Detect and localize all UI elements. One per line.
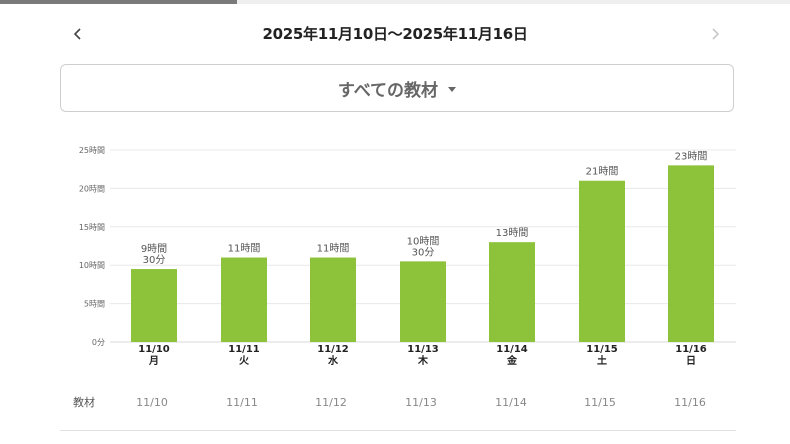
- table-cell: 11/10: [136, 396, 168, 409]
- material-row-label: 教材: [73, 396, 95, 409]
- table-cell: 11/12: [315, 396, 347, 409]
- caret-down-icon: [448, 86, 457, 92]
- y-tick-label: 15時間: [79, 223, 105, 232]
- y-tick-label: 25時間: [79, 146, 105, 155]
- table-cell: 11/11: [226, 396, 258, 409]
- y-tick-label: 5時間: [84, 300, 105, 309]
- x-tick-date: 11/12: [317, 344, 349, 355]
- y-tick-label: 20時間: [79, 184, 105, 193]
- x-tick-day: 木: [417, 354, 429, 367]
- data-label: 13時間: [496, 227, 529, 239]
- x-tick-day: 日: [686, 355, 696, 367]
- progress-bar-fill: [0, 0, 237, 4]
- date-range-title: 2025年11月10日〜2025年11月16日: [262, 25, 528, 43]
- x-tick-date: 11/14: [496, 344, 528, 355]
- data-label: 11時間: [317, 243, 350, 255]
- x-tick-date: 11/16: [675, 344, 707, 355]
- previous-week-button[interactable]: [66, 22, 90, 46]
- data-label: 23時間: [675, 150, 708, 162]
- progress-bar: [0, 0, 790, 4]
- x-tick-day: 火: [239, 355, 250, 367]
- data-label: 10時間: [407, 235, 440, 247]
- bar: [131, 269, 177, 342]
- bar: [221, 257, 267, 342]
- chevron-right-icon: [712, 28, 720, 40]
- x-tick-date: 11/10: [138, 344, 170, 355]
- material-filter-dropdown[interactable]: すべての教材: [60, 64, 734, 112]
- table-cell: 11/15: [584, 396, 616, 409]
- y-tick-label: 0分: [92, 338, 105, 347]
- table-cell: 11/13: [405, 396, 437, 409]
- material-table-row: 教材 11/10 11/11 11/12 11/13 11/14 11/15 1…: [60, 392, 736, 414]
- x-tick-date: 11/11: [228, 344, 260, 355]
- data-label: 21時間: [586, 166, 619, 178]
- x-tick-day: 金: [506, 354, 518, 367]
- x-tick-date: 11/13: [407, 344, 439, 355]
- x-tick-day: 水: [327, 354, 339, 367]
- x-tick-date: 11/15: [586, 344, 618, 355]
- x-tick-day: 土: [597, 354, 607, 367]
- table-cell: 11/16: [674, 396, 706, 409]
- chevron-left-icon: [73, 28, 81, 40]
- table-divider: [60, 430, 736, 431]
- material-filter-label: すべての教材: [337, 80, 439, 101]
- y-tick-label: 10時間: [79, 261, 105, 270]
- x-tick-day: 月: [148, 355, 159, 367]
- data-label: 30分: [143, 254, 166, 266]
- data-label: 9時間: [141, 243, 167, 255]
- table-cell: 11/14: [495, 396, 527, 409]
- bar: [579, 180, 625, 342]
- next-week-button[interactable]: [703, 22, 727, 46]
- data-label: 11時間: [228, 243, 261, 255]
- bar: [489, 242, 535, 342]
- study-time-bar-chart: 0分5時間10時間15時間20時間25時間9時間30分11/10月11時間11/…: [79, 146, 736, 367]
- bar: [310, 257, 356, 342]
- bar: [400, 261, 446, 342]
- data-label: 30分: [412, 246, 435, 258]
- bar: [668, 165, 714, 342]
